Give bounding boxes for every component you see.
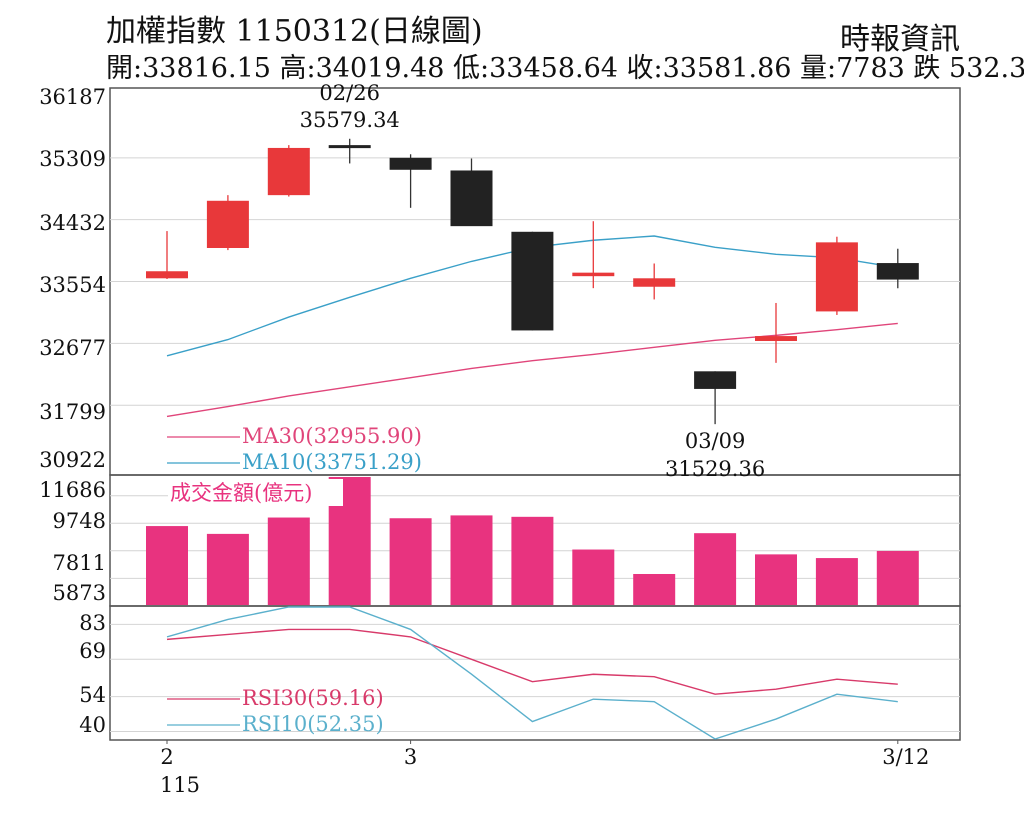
rsi10-legend-label: RSI10(52.35): [242, 712, 384, 736]
candle-body: [389, 157, 432, 170]
rsi30-line: [166, 628, 898, 695]
rsi-panel-frame: [109, 605, 961, 741]
x-tick-label: 3: [404, 745, 417, 769]
candle-body: [511, 231, 554, 331]
chart-title: 加權指數 1150312(日線圖): [106, 14, 483, 49]
x-tick-label: 2: [160, 745, 173, 769]
annotation-date: 02/26: [319, 81, 380, 105]
candle-body: [206, 200, 249, 248]
volume-bar: [450, 515, 493, 605]
price-tick-label: 35309: [39, 147, 106, 171]
candle-body: [815, 242, 858, 312]
rsi-tick-label: 69: [79, 639, 106, 663]
candle-body: [146, 271, 188, 279]
rsi30-legend-label: RSI30(59.16): [242, 686, 384, 710]
volume-title-background: [168, 479, 343, 506]
volume-bar: [694, 533, 737, 605]
volume-bar: [815, 558, 858, 605]
ma10-legend-label: MA10(33751.29): [242, 450, 422, 474]
volume-bar: [876, 550, 919, 605]
rsi-tick-label: 83: [79, 611, 106, 635]
x-tick-sublabel: 115: [160, 773, 200, 797]
volume-bar: [511, 516, 554, 605]
volume-tick-label: 11686: [39, 478, 106, 502]
price-tick-label: 30922: [39, 448, 106, 472]
volume-bar: [267, 517, 310, 605]
axis-labels: 36187 35309 34432 33554 32677 31799 30922 11686…: [39, 81, 929, 797]
rsi-lines: [166, 606, 898, 740]
annotation-date: 03/09: [685, 429, 746, 453]
volume-tick-label: 7811: [53, 551, 106, 575]
rsi10-line: [166, 606, 898, 740]
annotation-value: 31529.36: [665, 457, 765, 481]
candle-body: [755, 336, 797, 342]
ma30-legend-label: MA30(32955.90): [242, 424, 422, 448]
candle-body: [876, 263, 919, 280]
volume-tick-label: 9748: [53, 509, 106, 533]
price-tick-label: 34432: [39, 211, 106, 235]
rsi-tick-label: 40: [79, 713, 106, 737]
price-tick-label: 31799: [39, 400, 106, 424]
volume-bar: [572, 549, 615, 605]
candle-body: [633, 278, 676, 287]
price-tick-label: 33554: [39, 273, 106, 297]
candle-body: [694, 371, 737, 389]
annotation-value: 35579.34: [300, 108, 400, 132]
price-tick-label: 36187: [39, 85, 106, 109]
price-tick-label: 32677: [39, 336, 106, 360]
candle-body: [450, 170, 493, 227]
volume-bar: [633, 573, 676, 605]
volume-bar: [389, 518, 432, 605]
x-tick-label: 3/12: [882, 745, 929, 769]
rsi-tick-label: 54: [79, 683, 106, 707]
volume-tick-label: 5873: [53, 581, 106, 605]
candle-body: [267, 147, 310, 196]
volume-bars: [146, 477, 919, 605]
price-summary: 開:33816.15 高:34019.48 低:33458.64 收:33581…: [106, 53, 1024, 84]
data-source-label: 時報資訊: [840, 22, 960, 57]
candle-body: [328, 145, 371, 149]
volume-bar: [755, 554, 797, 605]
candle-body: [572, 272, 615, 277]
volume-bar: [206, 533, 249, 605]
candlesticks: [146, 138, 919, 425]
volume-bar: [146, 526, 188, 605]
volume-title: 成交金額(億元): [170, 481, 312, 505]
